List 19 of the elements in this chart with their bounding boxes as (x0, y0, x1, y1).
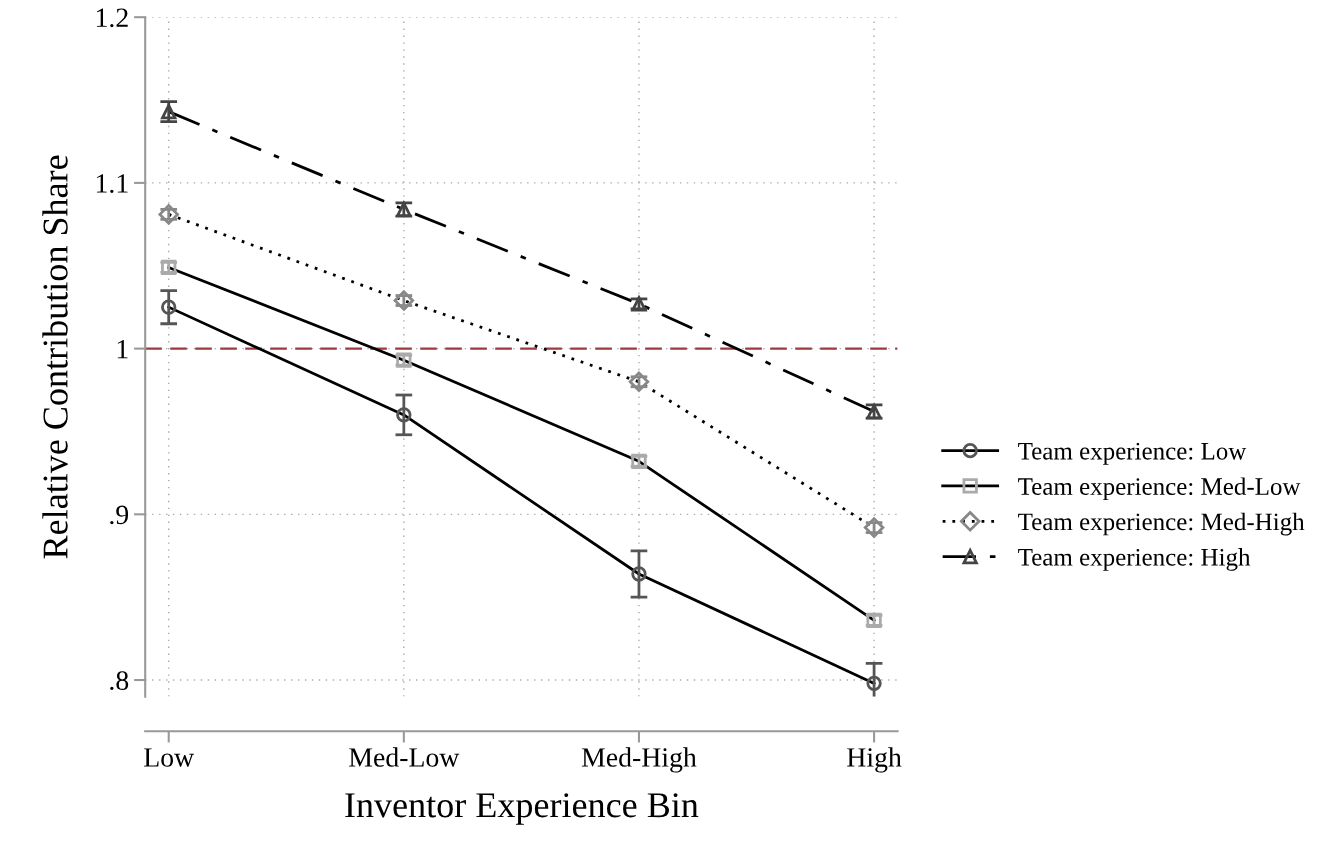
y-tick-label: 1 (117, 339, 128, 359)
x-tick-label: Med-High (581, 747, 697, 773)
y-tick-label: .8 (110, 671, 129, 691)
y-tick-label: 1.2 (96, 8, 128, 28)
legend-label: Team experience: Med-Low (1018, 477, 1301, 501)
point (631, 566, 647, 582)
y-tick-label: 1.1 (96, 174, 128, 193)
x-tick-label: Med-Low (349, 747, 460, 767)
point (396, 407, 412, 423)
point (161, 299, 177, 315)
point (866, 675, 882, 691)
x-tick-label: High (847, 747, 902, 773)
y-tick-label: .9 (110, 505, 129, 525)
x-axis-title: Inventor Experience Bin (345, 793, 699, 825)
legend-label: Team experience: Med-High (1018, 512, 1305, 536)
x-tick-label: Low (144, 748, 195, 767)
y-axis-title: Relative Contribution Share (42, 155, 68, 559)
legend-label: Team experience: Low (1018, 442, 1247, 465)
legend-label: Team experience: High (1018, 548, 1251, 571)
